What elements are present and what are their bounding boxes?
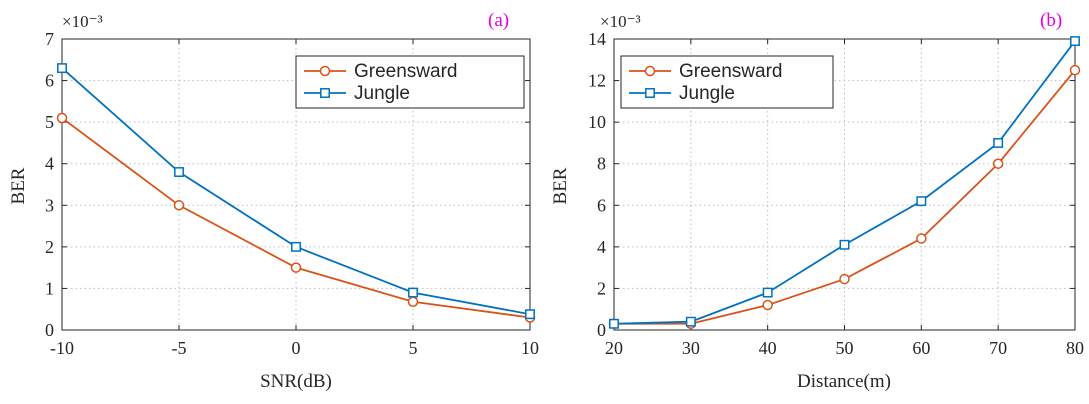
chart-a-x-tick-label: 5 bbox=[409, 338, 418, 358]
chart-b-exponent-label: ×10⁻³ bbox=[600, 12, 641, 31]
chart-a-y-tick-label: 6 bbox=[45, 71, 54, 91]
chart-b-y-tick-label: 0 bbox=[597, 320, 606, 340]
chart-a-y-tick-label: 2 bbox=[45, 237, 54, 257]
chart-b-point-greensward bbox=[992, 158, 1004, 169]
chart-a-exponent-label: ×10⁻³ bbox=[62, 12, 103, 31]
chart-b-point-jungle bbox=[762, 287, 773, 298]
chart-panel-a: -10 -5 0 5 10 0 1 2 3 4 5 6 7 ×10⁻³ (a) SNR(dB) BER Green… bbox=[8, 10, 539, 392]
chart-a-point-greensward bbox=[56, 112, 68, 124]
chart-a-y-tick-label: 7 bbox=[45, 29, 54, 49]
chart-b-x-tick-label: 60 bbox=[912, 338, 930, 358]
chart-b-legend-label-greensward: Greensward bbox=[679, 61, 783, 82]
chart-a-y-tick-label: 0 bbox=[45, 320, 54, 340]
chart-b-point-greensward bbox=[916, 233, 927, 244]
chart-b-x-tick-label: 40 bbox=[759, 338, 777, 358]
chart-a-legend-box bbox=[295, 55, 525, 109]
chart-b-x-tick-label: 70 bbox=[989, 338, 1007, 358]
chart-b-point-jungle bbox=[839, 239, 850, 250]
chart-b-x-tick-label: 80 bbox=[1066, 338, 1084, 358]
chart-a-y-tick-label: 1 bbox=[45, 278, 54, 298]
chart-panel-b: 20 30 40 50 60 70 80 0 2 4 6 8 10 12 14×10⁻³ (b) Distanc… bbox=[550, 10, 1084, 392]
chart-a-point-greensward bbox=[290, 262, 302, 273]
chart-a-y-tick-label: 4 bbox=[45, 154, 54, 174]
chart-a-point-jungle bbox=[57, 63, 67, 74]
chart-b-y-tick-label: 8 bbox=[597, 154, 606, 174]
chart-b-point-jungle bbox=[1070, 36, 1080, 47]
chart-b-point-jungle bbox=[993, 137, 1004, 148]
chart-b-x-axis-label: Distance(m) bbox=[797, 371, 891, 392]
chart-b-point-greensward bbox=[839, 273, 850, 285]
chart-b-y-tick-label: 4 bbox=[597, 237, 606, 257]
chart-a-legend-label-greensward: Greensward bbox=[354, 61, 458, 82]
chart-a-y-tick-label: 5 bbox=[45, 112, 54, 132]
chart-b-point-greensward bbox=[762, 299, 773, 311]
chart-b-x-tick-label: 30 bbox=[682, 338, 700, 358]
chart-b-y-tick-label: 10 bbox=[588, 112, 606, 132]
chart-b-legend-label-jungle: Jungle bbox=[679, 83, 735, 104]
chart-b-point-greensward bbox=[1069, 64, 1081, 76]
chart-b-x-tick-label: 50 bbox=[836, 338, 854, 358]
chart-a-point-jungle bbox=[525, 309, 535, 320]
chart-b-x-tick-label: 20 bbox=[605, 338, 623, 358]
chart-b-legend-box bbox=[620, 55, 834, 109]
chart-b-y-tick-label: 2 bbox=[597, 278, 606, 298]
chart-b-point-jungle bbox=[609, 318, 619, 329]
chart-a-legend-label-jungle: Jungle bbox=[354, 83, 410, 104]
chart-a-x-tick-label: -10 bbox=[50, 338, 74, 358]
chart-b-panel-label: (b) bbox=[1040, 10, 1062, 31]
chart-a-point-greensward bbox=[173, 200, 185, 211]
chart-a-point-jungle bbox=[291, 241, 301, 252]
chart-a-x-tick-label: 0 bbox=[292, 338, 301, 358]
chart-a-legend-marker-greensward bbox=[319, 65, 331, 77]
chart-a-x-tick-label: -5 bbox=[172, 338, 187, 358]
chart-b-legend-marker-jungle bbox=[645, 88, 655, 98]
chart-b-y-axis-label: BER bbox=[550, 167, 571, 204]
chart-a-y-tick-label: 3 bbox=[45, 195, 54, 215]
chart-a-y-axis-label: BER bbox=[8, 167, 29, 204]
chart-b-legend-marker-greensward bbox=[644, 65, 656, 77]
chart-a-x-axis-label: SNR(dB) bbox=[260, 371, 332, 392]
chart-b-y-tick-label: 14 bbox=[588, 29, 606, 49]
chart-b-point-jungle bbox=[685, 316, 696, 327]
chart-a-legend-marker-jungle bbox=[320, 88, 330, 98]
chart-a-point-greensward bbox=[407, 296, 419, 307]
chart-b-point-jungle bbox=[916, 196, 927, 207]
chart-b-y-tick-label: 12 bbox=[588, 71, 606, 91]
chart-a-point-jungle bbox=[408, 287, 418, 298]
chart-a-point-jungle bbox=[174, 167, 184, 177]
chart-a-panel-label: (a) bbox=[488, 10, 509, 31]
chart-a-x-tick-label: 10 bbox=[521, 338, 539, 358]
chart-b-y-tick-label: 6 bbox=[597, 195, 606, 215]
